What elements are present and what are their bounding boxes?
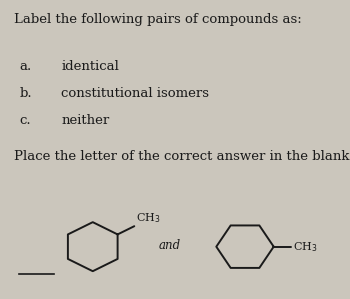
Text: and: and xyxy=(159,239,181,252)
Text: c.: c. xyxy=(19,114,31,126)
Text: constitutional isomers: constitutional isomers xyxy=(61,87,209,100)
Text: identical: identical xyxy=(61,60,119,73)
Text: b.: b. xyxy=(19,87,32,100)
Text: CH$_3$: CH$_3$ xyxy=(136,211,161,225)
Text: CH$_3$: CH$_3$ xyxy=(293,240,317,254)
Text: neither: neither xyxy=(61,114,110,126)
Text: Label the following pairs of compounds as:: Label the following pairs of compounds a… xyxy=(14,13,302,26)
Text: a.: a. xyxy=(19,60,32,73)
Text: Place the letter of the correct answer in the blank.: Place the letter of the correct answer i… xyxy=(14,150,350,162)
